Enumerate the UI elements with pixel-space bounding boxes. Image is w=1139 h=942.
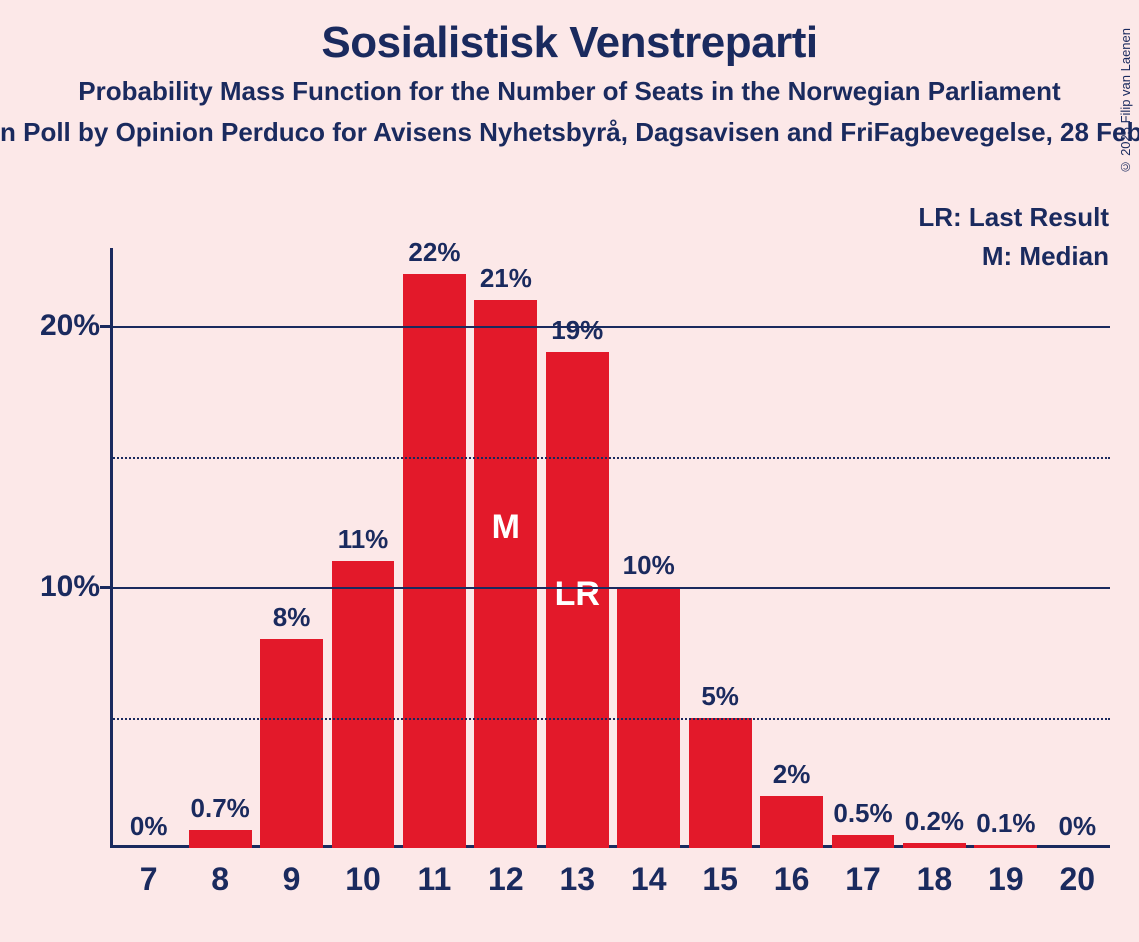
y-tick-mark <box>100 586 110 589</box>
y-tick-label: 10% <box>10 570 100 604</box>
plot-area: 0%0.7%8%11%22%21%19%10%5%2%0.5%0.2%0.1%0… <box>110 248 1110 848</box>
bar-value-label: 5% <box>701 681 739 712</box>
chart-title: Sosialistisk Venstreparti <box>0 18 1139 68</box>
x-tick-label: 12 <box>488 861 524 898</box>
gridline-major <box>110 587 1110 589</box>
bar <box>974 845 1037 848</box>
y-tick-label: 20% <box>10 309 100 343</box>
bar-marker: LR <box>555 575 600 614</box>
x-tick-label: 16 <box>774 861 810 898</box>
bar <box>403 274 466 848</box>
bar-value-label: 19% <box>551 315 603 346</box>
x-tick-label: 7 <box>140 861 158 898</box>
gridline-minor <box>110 718 1110 720</box>
x-tick-label: 10 <box>345 861 381 898</box>
x-tick-label: 18 <box>917 861 953 898</box>
legend-lr: LR: Last Result <box>918 198 1109 237</box>
x-tick-label: 15 <box>702 861 738 898</box>
bar-marker: M <box>492 508 520 547</box>
x-tick-label: 19 <box>988 861 1024 898</box>
x-tick-label: 13 <box>559 861 595 898</box>
bar <box>260 639 323 848</box>
bar-value-label: 8% <box>273 602 311 633</box>
chart-subtitle: Probability Mass Function for the Number… <box>0 76 1139 107</box>
bar <box>903 843 966 848</box>
bar <box>760 796 823 848</box>
x-tick-label: 20 <box>1059 861 1095 898</box>
bar <box>689 718 752 848</box>
x-tick-label: 11 <box>418 861 452 898</box>
bar-value-label: 21% <box>480 263 532 294</box>
bar-value-label: 0.1% <box>976 808 1035 839</box>
chart-subtitle2: n Poll by Opinion Perduco for Avisens Ny… <box>0 117 1139 148</box>
gridline-major <box>110 326 1110 328</box>
y-tick-mark <box>100 325 110 328</box>
bar-value-label: 22% <box>408 237 460 268</box>
bar-value-label: 11% <box>338 524 389 555</box>
bar-value-label: 0.7% <box>191 793 250 824</box>
bar-value-label: 2% <box>773 759 811 790</box>
bar <box>189 830 252 848</box>
x-tick-label: 17 <box>845 861 881 898</box>
bar <box>832 835 895 848</box>
copyright-text: © 2025 Filip van Laenen <box>1118 28 1133 175</box>
x-tick-label: 9 <box>283 861 301 898</box>
bars-container: 0%0.7%8%11%22%21%19%10%5%2%0.5%0.2%0.1%0… <box>110 248 1110 848</box>
bar-value-label: 0.5% <box>833 798 892 829</box>
bar <box>474 300 537 848</box>
gridline-minor <box>110 457 1110 459</box>
bar-value-label: 0% <box>130 811 168 842</box>
bar <box>332 561 395 848</box>
bar-value-label: 0.2% <box>905 806 964 837</box>
x-tick-label: 8 <box>211 861 229 898</box>
bar-value-label: 10% <box>623 550 675 581</box>
bar-value-label: 0% <box>1058 811 1096 842</box>
x-tick-label: 14 <box>631 861 667 898</box>
